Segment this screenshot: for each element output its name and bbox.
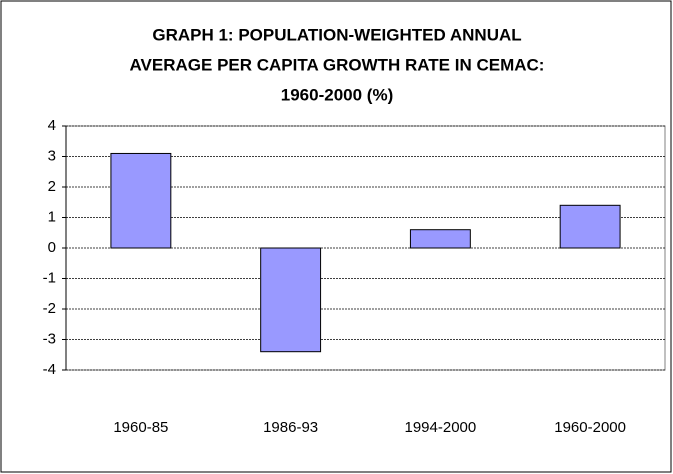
chart-title: 1960-2000 (%) bbox=[281, 85, 393, 104]
y-tick-label: -3 bbox=[43, 330, 56, 347]
bar bbox=[409, 229, 471, 249]
y-tick-label: 1 bbox=[48, 208, 56, 225]
x-tick-label: 1960-85 bbox=[113, 419, 168, 436]
bar bbox=[559, 204, 621, 249]
y-tick-label: 4 bbox=[48, 117, 56, 134]
bar bbox=[110, 152, 172, 249]
y-tick-label: -1 bbox=[43, 269, 56, 286]
x-tick-label: 1960-2000 bbox=[554, 419, 626, 436]
y-tick-label: 3 bbox=[48, 147, 56, 164]
y-tick-label: 2 bbox=[48, 178, 56, 195]
bar bbox=[260, 247, 322, 353]
y-tick-label: -2 bbox=[43, 300, 56, 317]
x-tick-label: 1986-93 bbox=[263, 419, 318, 436]
y-tick-label: -4 bbox=[43, 361, 56, 378]
chart-title: GRAPH 1: POPULATION-WEIGHTED ANNUAL bbox=[152, 25, 521, 44]
chart-title: AVERAGE PER CAPITA GROWTH RATE IN CEMAC: bbox=[130, 55, 545, 74]
y-tick-label: 0 bbox=[48, 239, 56, 256]
x-tick-label: 1994-2000 bbox=[405, 419, 477, 436]
